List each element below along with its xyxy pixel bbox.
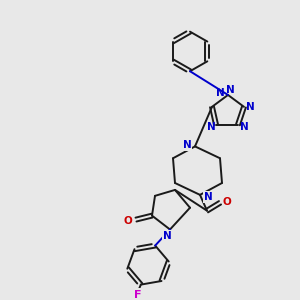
Text: O: O: [223, 197, 231, 207]
Text: N: N: [163, 231, 171, 242]
Text: N: N: [207, 122, 215, 132]
Text: F: F: [134, 290, 142, 299]
Text: N: N: [183, 140, 191, 150]
Text: N: N: [240, 122, 248, 132]
Text: O: O: [124, 216, 132, 226]
Text: N: N: [246, 102, 254, 112]
Text: N: N: [216, 88, 224, 98]
Text: N: N: [204, 192, 212, 202]
Text: N: N: [226, 85, 234, 95]
